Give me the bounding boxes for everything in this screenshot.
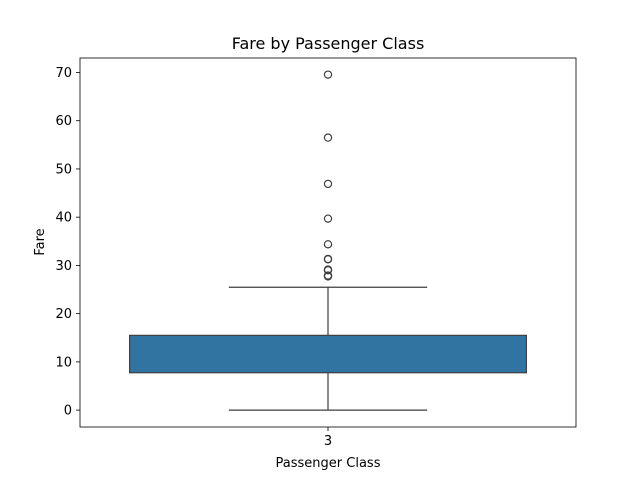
outlier-point (323, 240, 333, 249)
y-tick-label: 10 (55, 355, 72, 370)
y-tick-label: 0 (64, 404, 72, 419)
x-tick-label: 3 (324, 434, 332, 449)
outlier-point (323, 271, 333, 280)
chart-title: Fare by Passenger Class (232, 34, 425, 53)
y-tick-label: 40 (55, 211, 72, 226)
y-tick-label: 60 (55, 114, 72, 129)
iqr-box (129, 334, 527, 374)
y-tick-label: 20 (55, 307, 72, 322)
x-axis: 3 (324, 427, 332, 449)
y-axis: 0 10 20 30 40 50 60 70 (55, 66, 80, 419)
outlier-point (323, 179, 333, 189)
x-axis-label: Passenger Class (276, 456, 381, 471)
outlier-series (323, 70, 333, 281)
outlier-point (323, 214, 333, 223)
y-tick-label: 30 (55, 259, 72, 274)
outlier-point (323, 265, 333, 274)
y-axis-label: Fare (33, 228, 48, 255)
y-tick-label: 50 (55, 162, 72, 177)
outlier-point (323, 254, 333, 264)
outlier-point (323, 133, 333, 142)
y-tick-label: 70 (55, 66, 72, 81)
outlier-point (323, 70, 333, 79)
box-series (129, 286, 527, 411)
